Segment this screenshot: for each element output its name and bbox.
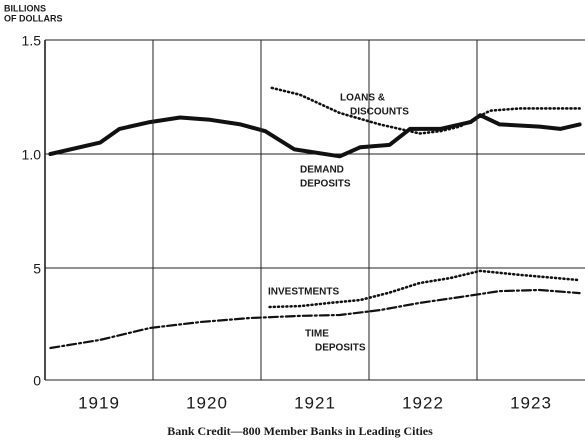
series-line bbox=[270, 86, 581, 135]
series-line bbox=[48, 113, 582, 159]
x-tick-label: 1922 bbox=[402, 393, 444, 412]
x-tick-label: 1923 bbox=[510, 393, 552, 412]
y-tick-label: 1.0 bbox=[22, 147, 42, 163]
series-label: DEMAND bbox=[300, 165, 344, 176]
series-label: DEPOSITS bbox=[300, 179, 351, 190]
series-label: TIME bbox=[305, 329, 329, 340]
series-label: DISCOUNTS bbox=[350, 107, 409, 118]
x-tick-label: 1921 bbox=[294, 393, 336, 412]
series-label: DEPOSITS bbox=[315, 343, 366, 354]
series-line bbox=[49, 288, 581, 350]
x-tick-label: 1919 bbox=[78, 393, 120, 412]
series-line bbox=[268, 269, 581, 309]
y-tick-label: 5 bbox=[33, 261, 41, 277]
series-label: INVESTMENTS bbox=[268, 287, 339, 298]
caption: Bank Credit—800 Member Banks in Leading … bbox=[167, 424, 433, 438]
y-axis-label: OF DOLLARS bbox=[4, 13, 63, 23]
series-label: LOANS & bbox=[340, 93, 385, 104]
y-tick-label: 1.5 bbox=[22, 33, 42, 49]
y-axis-label: BILLIONS bbox=[4, 3, 46, 13]
y-tick-label: 0 bbox=[33, 373, 41, 389]
x-tick-label: 1920 bbox=[186, 393, 228, 412]
